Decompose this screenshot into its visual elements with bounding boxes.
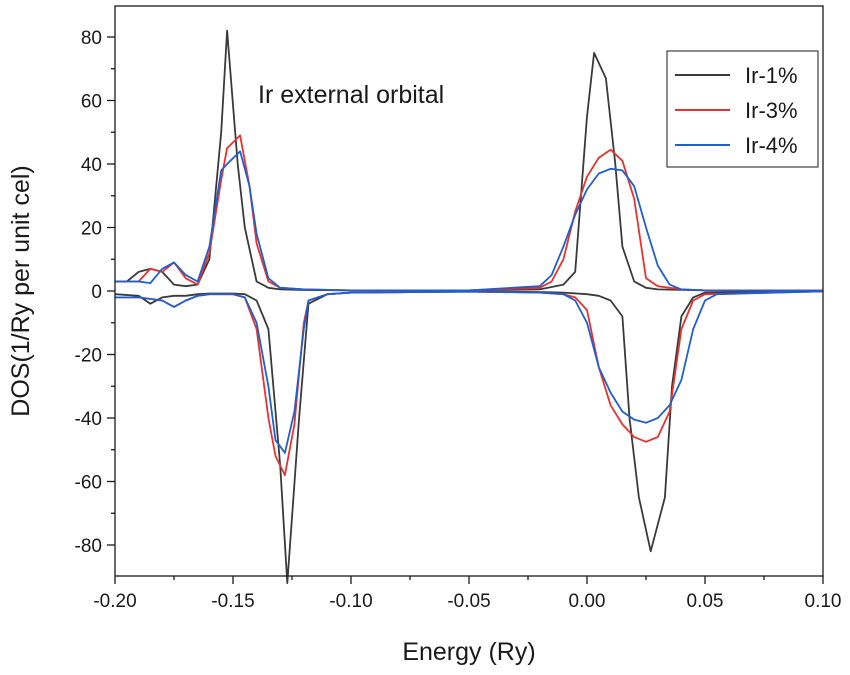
x-tick-label: -0.10 [329,591,372,612]
y-tick-label: 0 [91,282,102,303]
y-axis-title: DOS(1/Ry per unit cel) [7,165,35,416]
y-tick-label: 60 [81,92,102,113]
legend: Ir-1% Ir-3% Ir-4% [666,50,819,168]
y-tick-label: -80 [75,536,102,557]
y-tick-label: -60 [75,473,102,494]
legend-label-ir3: Ir-3% [745,98,798,123]
x-tick-label: -0.20 [93,591,136,612]
y-tick-label: 40 [81,155,102,176]
x-tick-label: 0.00 [569,591,606,612]
x-tick-label: 0.05 [687,591,724,612]
x-tick-label: -0.15 [211,591,254,612]
series-line-ir3-down [115,290,824,477]
y-tick-label: 80 [81,28,102,49]
legend-label-ir1: Ir-1% [745,63,798,88]
chart-annotation: Ir external orbital [258,81,444,109]
series-line-ir4-down [115,290,824,454]
series-line-ir1-down [114,290,824,584]
y-tick-label: -40 [75,409,102,430]
ticks-layer: -0.20 -0.15 -0.10 -0.05 0.00 0.05 0.10 -80 -60 -4… [75,28,842,612]
legend-label-ir4: Ir-4% [745,133,798,158]
series-layer [114,29,824,584]
x-axis-title: Energy (Ry) [402,638,535,666]
x-tick-label: -0.05 [447,591,490,612]
series-line-ir4-up [115,150,824,292]
y-tick-label: -20 [75,346,102,367]
y-tick-label: 20 [81,219,102,240]
x-tick-label: 0.10 [805,591,842,612]
series-line-ir1-up [115,29,824,292]
